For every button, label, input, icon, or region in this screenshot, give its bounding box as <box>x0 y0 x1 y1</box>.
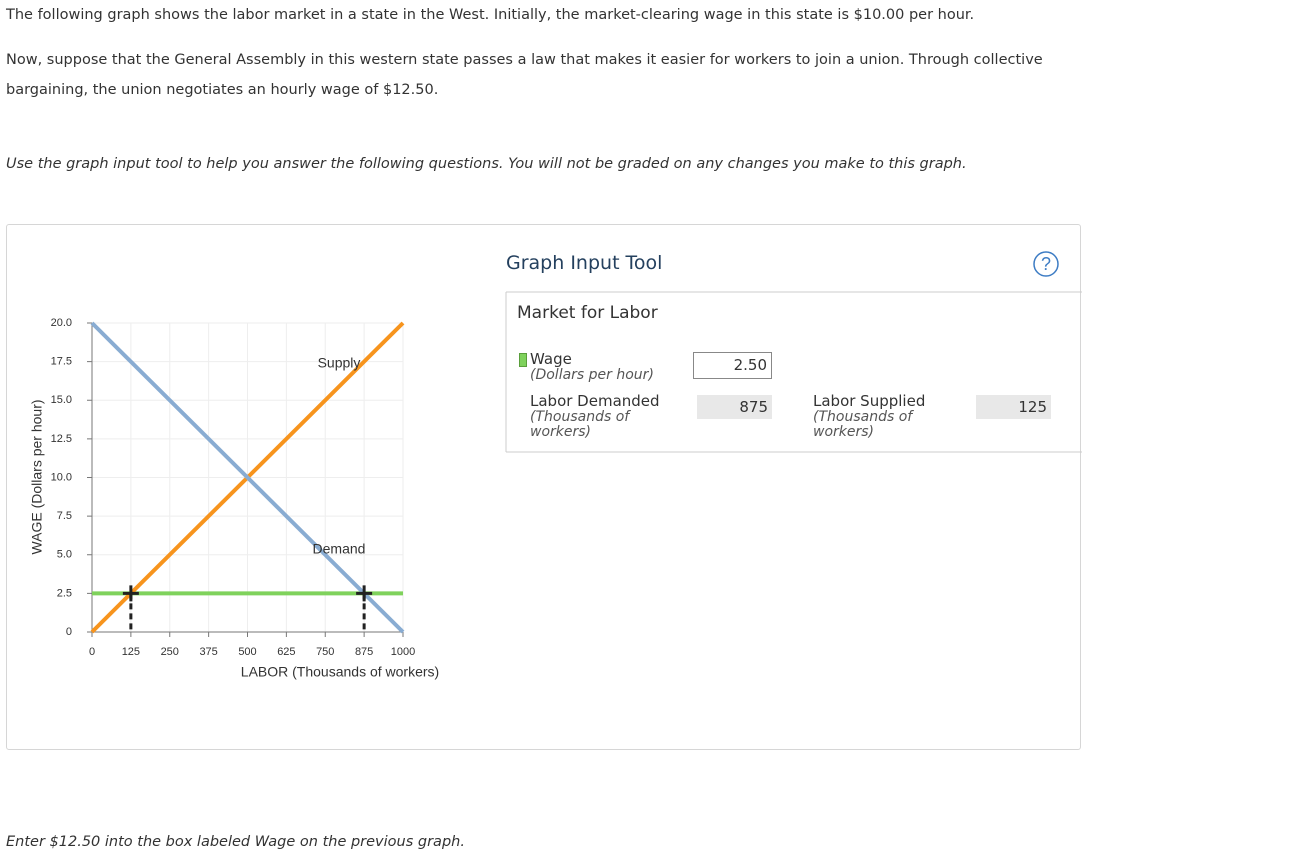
series-label: Demand <box>313 541 366 557</box>
footer: Enter $12.50 into the box labeled Wage o… <box>6 834 465 850</box>
supplied-label: Labor Supplied <box>813 392 926 410</box>
y-tick-label: 15.0 <box>51 394 72 406</box>
instructions: Use the graph input tool to help you ans… <box>6 156 967 172</box>
series-label: Supply <box>318 355 361 371</box>
graph-frame <box>6 224 1081 750</box>
series-line <box>90 321 405 634</box>
wage-swatch <box>519 353 527 367</box>
y-axis-label: WAGE (Dollars per hour) <box>29 399 45 554</box>
demanded-label: Labor Demanded <box>530 392 660 410</box>
scenario: Now, suppose that the General Assembly i… <box>6 52 1043 98</box>
intro: The following graph shows the labor mark… <box>6 7 975 23</box>
panel-title: Market for Labor <box>517 303 658 323</box>
x-tick-label: 750 <box>316 646 334 658</box>
y-tick-label: 10.0 <box>51 471 72 483</box>
y-tick-label: 2.5 <box>57 587 72 599</box>
x-tick-label: 250 <box>161 646 179 658</box>
x-tick-label: 0 <box>89 646 95 658</box>
x-tick-label: 625 <box>277 646 295 658</box>
help-icon[interactable]: ? <box>1041 254 1051 274</box>
demanded-unit: (Thousands of workers) <box>530 409 630 440</box>
demanded-value: 875 <box>697 395 772 419</box>
x-axis-label: LABOR (Thousands of workers) <box>241 664 439 680</box>
point-marker <box>122 585 139 602</box>
x-tick-label: 375 <box>199 646 217 658</box>
wage-unit: (Dollars per hour) <box>530 367 654 383</box>
x-tick-label: 1000 <box>391 646 415 658</box>
supplied-value: 125 <box>976 395 1051 419</box>
y-tick-label: 0 <box>66 626 72 638</box>
supplied-unit: (Thousands of workers) <box>813 409 913 440</box>
x-tick-label: 500 <box>238 646 256 658</box>
wage-input[interactable]: 2.50 <box>693 352 772 379</box>
y-tick-label: 17.5 <box>51 356 72 368</box>
point-marker <box>356 585 373 602</box>
y-tick-label: 12.5 <box>51 433 72 445</box>
wage-label: Wage <box>530 350 572 368</box>
x-tick-label: 875 <box>355 646 373 658</box>
y-tick-label: 20.0 <box>51 317 72 329</box>
y-tick-label: 5.0 <box>57 549 72 561</box>
y-tick-label: 7.5 <box>57 510 72 522</box>
help-button[interactable] <box>1033 251 1059 277</box>
tool-title: Graph Input Tool <box>506 252 663 274</box>
x-tick-label: 125 <box>122 646 140 658</box>
